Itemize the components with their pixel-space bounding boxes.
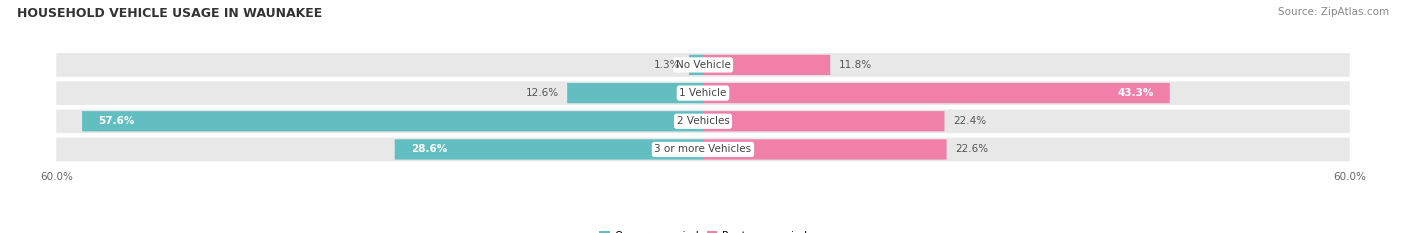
Text: HOUSEHOLD VEHICLE USAGE IN WAUNAKEE: HOUSEHOLD VEHICLE USAGE IN WAUNAKEE bbox=[17, 7, 322, 20]
FancyBboxPatch shape bbox=[703, 83, 1170, 103]
FancyBboxPatch shape bbox=[567, 83, 703, 103]
FancyBboxPatch shape bbox=[56, 138, 1350, 161]
FancyBboxPatch shape bbox=[689, 55, 703, 75]
FancyBboxPatch shape bbox=[82, 111, 703, 131]
Text: 1.3%: 1.3% bbox=[654, 60, 681, 70]
Text: Source: ZipAtlas.com: Source: ZipAtlas.com bbox=[1278, 7, 1389, 17]
FancyBboxPatch shape bbox=[395, 139, 703, 160]
FancyBboxPatch shape bbox=[56, 81, 1350, 105]
Text: 22.6%: 22.6% bbox=[955, 144, 988, 154]
Text: 1 Vehicle: 1 Vehicle bbox=[679, 88, 727, 98]
Text: 12.6%: 12.6% bbox=[526, 88, 558, 98]
FancyBboxPatch shape bbox=[56, 53, 1350, 77]
Text: 3 or more Vehicles: 3 or more Vehicles bbox=[654, 144, 752, 154]
FancyBboxPatch shape bbox=[703, 111, 945, 131]
FancyBboxPatch shape bbox=[703, 139, 946, 160]
Text: 22.4%: 22.4% bbox=[953, 116, 986, 126]
FancyBboxPatch shape bbox=[703, 55, 830, 75]
Text: 28.6%: 28.6% bbox=[411, 144, 447, 154]
Text: 11.8%: 11.8% bbox=[839, 60, 872, 70]
Text: 43.3%: 43.3% bbox=[1118, 88, 1153, 98]
Text: No Vehicle: No Vehicle bbox=[675, 60, 731, 70]
FancyBboxPatch shape bbox=[56, 110, 1350, 133]
Text: 2 Vehicles: 2 Vehicles bbox=[676, 116, 730, 126]
Text: 57.6%: 57.6% bbox=[98, 116, 135, 126]
Legend: Owner-occupied, Renter-occupied: Owner-occupied, Renter-occupied bbox=[595, 227, 811, 233]
